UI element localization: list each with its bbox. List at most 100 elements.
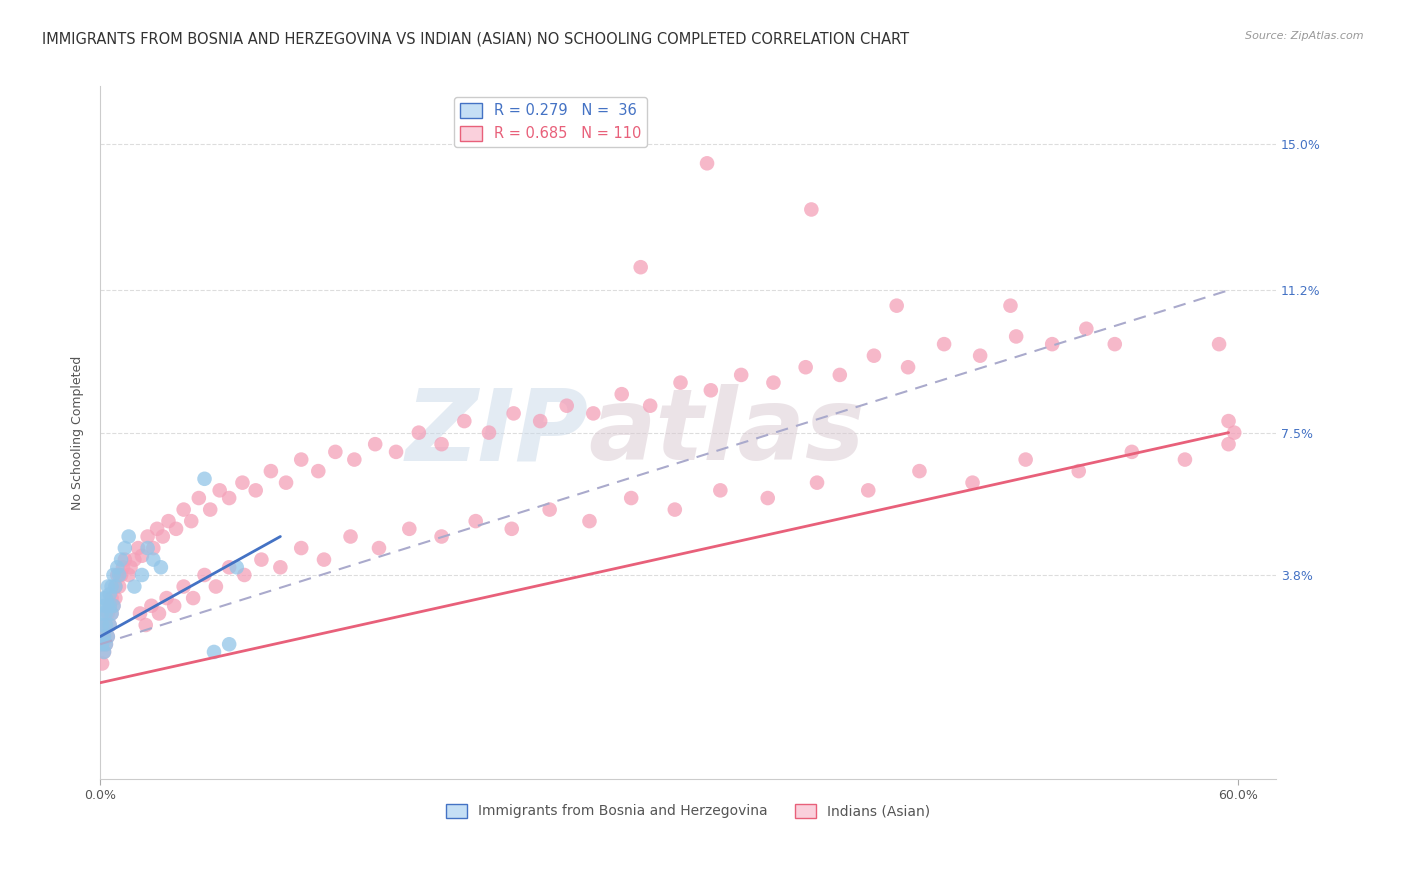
Indians (Asian) <box>555 399 578 413</box>
Indians (Asian) <box>208 483 231 498</box>
Indians (Asian) <box>307 464 329 478</box>
Indians (Asian) <box>800 202 823 217</box>
Indians (Asian) <box>218 491 240 505</box>
Indians (Asian) <box>180 514 202 528</box>
Indians (Asian) <box>290 541 312 555</box>
Indians (Asian) <box>1174 452 1197 467</box>
Indians (Asian) <box>1223 425 1246 440</box>
Indians (Asian) <box>638 399 661 413</box>
Indians (Asian) <box>111 560 134 574</box>
Indians (Asian) <box>408 425 430 440</box>
Immigrants from Bosnia and Herzegovina <box>94 618 117 632</box>
Indians (Asian) <box>730 368 752 382</box>
Indians (Asian) <box>141 599 163 613</box>
Indians (Asian) <box>135 618 157 632</box>
Indians (Asian) <box>108 580 131 594</box>
Indians (Asian) <box>502 406 524 420</box>
Indians (Asian) <box>91 637 114 651</box>
Immigrants from Bosnia and Herzegovina <box>193 472 215 486</box>
Indians (Asian) <box>146 522 169 536</box>
Immigrants from Bosnia and Herzegovina <box>118 529 141 543</box>
Immigrants from Bosnia and Herzegovina <box>100 580 122 594</box>
Immigrants from Bosnia and Herzegovina <box>114 541 136 555</box>
Immigrants from Bosnia and Herzegovina <box>94 607 117 621</box>
Indians (Asian) <box>1218 414 1240 428</box>
Immigrants from Bosnia and Herzegovina <box>97 580 120 594</box>
Indians (Asian) <box>1067 464 1090 478</box>
Indians (Asian) <box>863 349 886 363</box>
Indians (Asian) <box>1104 337 1126 351</box>
Indians (Asian) <box>114 552 136 566</box>
Indians (Asian) <box>578 514 600 528</box>
Indians (Asian) <box>700 384 723 398</box>
Indians (Asian) <box>218 560 240 574</box>
Immigrants from Bosnia and Herzegovina <box>93 630 115 644</box>
Immigrants from Bosnia and Herzegovina <box>142 552 165 566</box>
Indians (Asian) <box>187 491 209 505</box>
Immigrants from Bosnia and Herzegovina <box>108 568 131 582</box>
Indians (Asian) <box>610 387 633 401</box>
Y-axis label: No Schooling Completed: No Schooling Completed <box>72 356 84 509</box>
Indians (Asian) <box>1000 299 1022 313</box>
Indians (Asian) <box>260 464 283 478</box>
Indians (Asian) <box>669 376 692 390</box>
Immigrants from Bosnia and Herzegovina <box>91 618 114 632</box>
Text: atlas: atlas <box>588 384 865 481</box>
Indians (Asian) <box>118 568 141 582</box>
Indians (Asian) <box>91 657 114 671</box>
Indians (Asian) <box>385 445 408 459</box>
Indians (Asian) <box>897 360 920 375</box>
Indians (Asian) <box>165 522 187 536</box>
Indians (Asian) <box>250 552 273 566</box>
Indians (Asian) <box>529 414 551 428</box>
Immigrants from Bosnia and Herzegovina <box>218 637 240 651</box>
Indians (Asian) <box>205 580 228 594</box>
Indians (Asian) <box>1218 437 1240 451</box>
Indians (Asian) <box>1005 329 1028 343</box>
Indians (Asian) <box>478 425 501 440</box>
Indians (Asian) <box>430 437 453 451</box>
Indians (Asian) <box>1014 452 1036 467</box>
Indians (Asian) <box>969 349 991 363</box>
Immigrants from Bosnia and Herzegovina <box>103 599 125 613</box>
Indians (Asian) <box>908 464 931 478</box>
Immigrants from Bosnia and Herzegovina <box>93 645 115 659</box>
Indians (Asian) <box>129 607 152 621</box>
Immigrants from Bosnia and Herzegovina <box>105 560 128 574</box>
Immigrants from Bosnia and Herzegovina <box>100 607 122 621</box>
Immigrants from Bosnia and Herzegovina <box>98 599 121 613</box>
Indians (Asian) <box>131 549 153 563</box>
Indians (Asian) <box>464 514 486 528</box>
Indians (Asian) <box>538 502 561 516</box>
Indians (Asian) <box>104 591 127 605</box>
Indians (Asian) <box>157 514 180 528</box>
Indians (Asian) <box>1121 445 1143 459</box>
Text: ZIP: ZIP <box>405 384 588 481</box>
Indians (Asian) <box>794 360 817 375</box>
Immigrants from Bosnia and Herzegovina <box>97 599 120 613</box>
Immigrants from Bosnia and Herzegovina <box>98 618 121 632</box>
Immigrants from Bosnia and Herzegovina <box>91 607 114 621</box>
Immigrants from Bosnia and Herzegovina <box>103 568 125 582</box>
Indians (Asian) <box>97 607 120 621</box>
Immigrants from Bosnia and Herzegovina <box>110 552 132 566</box>
Legend: Immigrants from Bosnia and Herzegovina, Indians (Asian): Immigrants from Bosnia and Herzegovina, … <box>440 798 936 824</box>
Indians (Asian) <box>1040 337 1063 351</box>
Text: Source: ZipAtlas.com: Source: ZipAtlas.com <box>1246 31 1364 41</box>
Indians (Asian) <box>709 483 731 498</box>
Indians (Asian) <box>582 406 605 420</box>
Indians (Asian) <box>94 637 117 651</box>
Indians (Asian) <box>664 502 686 516</box>
Indians (Asian) <box>94 618 117 632</box>
Immigrants from Bosnia and Herzegovina <box>91 637 114 651</box>
Indians (Asian) <box>148 607 170 621</box>
Indians (Asian) <box>124 552 146 566</box>
Immigrants from Bosnia and Herzegovina <box>124 580 146 594</box>
Indians (Asian) <box>756 491 779 505</box>
Indians (Asian) <box>142 541 165 555</box>
Immigrants from Bosnia and Herzegovina <box>98 587 121 601</box>
Indians (Asian) <box>127 541 149 555</box>
Indians (Asian) <box>274 475 297 490</box>
Indians (Asian) <box>630 260 652 275</box>
Indians (Asian) <box>152 529 174 543</box>
